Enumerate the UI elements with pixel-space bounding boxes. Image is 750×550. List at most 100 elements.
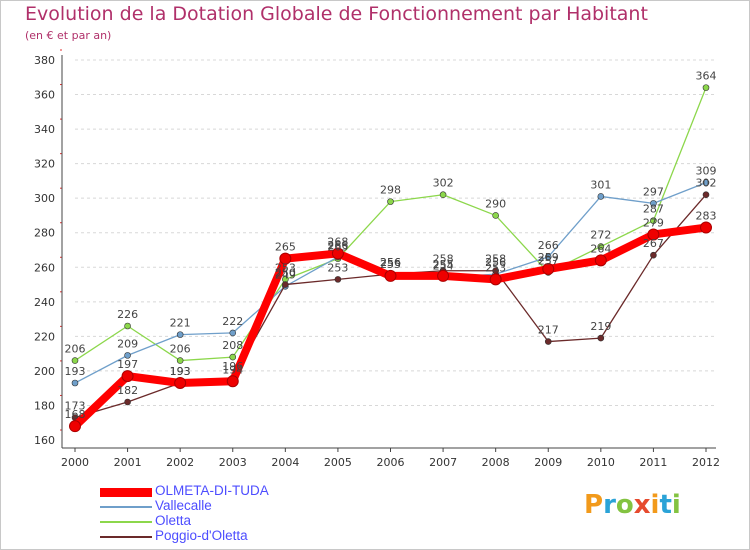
- y-tick-label: 280: [34, 227, 55, 240]
- logo-letter: t: [659, 490, 672, 520]
- data-point: [71, 357, 79, 364]
- proxiti-logo: Proxiti: [584, 490, 681, 520]
- data-point: [124, 398, 131, 406]
- data-label: 265: [327, 241, 348, 254]
- data-point: [124, 322, 131, 330]
- data-label: 256: [380, 256, 401, 269]
- y-tick-label: 220: [34, 330, 55, 343]
- logo-letter: o: [615, 490, 634, 520]
- data-point: [226, 375, 239, 388]
- x-tick-label: 2011: [639, 456, 667, 469]
- x-tick-label: 2008: [482, 456, 510, 469]
- data-label: 255: [433, 258, 454, 271]
- data-label: 301: [590, 178, 611, 191]
- data-label: 217: [538, 324, 559, 337]
- data-label: 302: [433, 177, 454, 190]
- y-tick-label: 360: [34, 89, 55, 102]
- data-label: 193: [170, 365, 191, 378]
- y-tick-label: 300: [34, 192, 55, 205]
- data-point: [702, 191, 710, 199]
- legend-label-oletta: Oletta: [155, 513, 192, 528]
- data-label: 226: [117, 308, 138, 321]
- data-point: [594, 254, 607, 267]
- data-label: 265: [275, 241, 296, 254]
- y-tick-label: 340: [34, 123, 55, 136]
- legend-item-vallecalle: Vallecalle: [100, 498, 400, 514]
- data-point: [229, 329, 237, 337]
- data-label: 193: [170, 365, 191, 378]
- data-point: [176, 331, 184, 338]
- x-tick-label: 2002: [166, 456, 194, 469]
- y-tick-label: 200: [34, 365, 55, 378]
- data-point: [700, 221, 712, 234]
- data-point: [121, 370, 134, 383]
- chart-subtitle: (en € et par an): [25, 29, 112, 42]
- legend-item-poggio: Poggio-d'Oletta: [100, 528, 400, 544]
- data-label: 250: [275, 267, 296, 280]
- y-tick-label: 160: [34, 434, 55, 447]
- data-point: [384, 269, 397, 282]
- data-label: 249: [275, 268, 296, 281]
- x-tick-label: 2000: [61, 456, 89, 469]
- legend-swatch-oletta: [100, 521, 152, 523]
- data-label: 256: [485, 256, 506, 269]
- data-point: [387, 198, 394, 205]
- data-point: [174, 377, 187, 389]
- legend-label-vallecalle: Vallecalle: [155, 498, 212, 513]
- logo-letter: P: [584, 490, 604, 520]
- legend-swatch-olmeta: [100, 488, 152, 497]
- data-label: 364: [696, 70, 717, 83]
- data-label: 206: [65, 343, 86, 356]
- data-point: [544, 253, 552, 261]
- x-tick-label: 2006: [377, 456, 405, 469]
- data-label: 258: [433, 253, 454, 266]
- data-label: 196: [222, 360, 243, 373]
- data-label: 283: [696, 210, 717, 223]
- logo-letter: x: [633, 490, 651, 520]
- y-tick-label: 260: [34, 261, 55, 274]
- data-point: [71, 379, 79, 387]
- data-point: [544, 338, 552, 345]
- data-label: 297: [643, 185, 664, 198]
- data-point: [69, 420, 81, 433]
- data-point: [542, 263, 555, 275]
- data-point: [650, 200, 657, 207]
- y-tick-label: 380: [34, 54, 55, 67]
- logo-letter: i: [650, 490, 660, 520]
- data-label: 268: [327, 235, 348, 248]
- x-tick-label: 2007: [429, 456, 457, 469]
- data-point: [650, 251, 657, 259]
- data-point: [647, 228, 660, 241]
- data-label: 272: [590, 229, 611, 242]
- data-label: 266: [327, 239, 348, 252]
- data-point: [492, 212, 499, 219]
- data-label: 279: [643, 216, 664, 229]
- data-label: 194: [222, 363, 243, 376]
- legend-item-olmeta: OLMETA-DI-TUDA: [100, 483, 400, 499]
- data-label: 287: [643, 203, 664, 216]
- legend-item-oletta: Oletta: [100, 513, 400, 529]
- data-label: 253: [485, 261, 506, 274]
- data-point: [282, 281, 289, 288]
- x-tick-label: 2003: [219, 456, 247, 469]
- data-point: [331, 247, 344, 260]
- data-label: 222: [222, 315, 243, 328]
- data-point: [489, 273, 502, 286]
- data-label: 209: [117, 337, 138, 350]
- data-label: 253: [275, 261, 296, 274]
- data-label: 206: [170, 343, 191, 356]
- x-tick-label: 2010: [587, 456, 615, 469]
- x-tick-label: 2005: [324, 456, 352, 469]
- y-tick-label: 320: [34, 158, 55, 171]
- data-point: [279, 252, 292, 265]
- data-point: [650, 217, 657, 224]
- data-label: 258: [485, 253, 506, 266]
- legend-swatch-poggio: [100, 536, 152, 538]
- data-label: 302: [696, 177, 717, 190]
- legend-label-poggio: Poggio-d'Oletta: [155, 528, 248, 543]
- legend-label-olmeta: OLMETA-DI-TUDA: [155, 483, 269, 498]
- data-point: [439, 191, 447, 199]
- data-label: 253: [327, 261, 348, 274]
- data-point: [334, 276, 342, 283]
